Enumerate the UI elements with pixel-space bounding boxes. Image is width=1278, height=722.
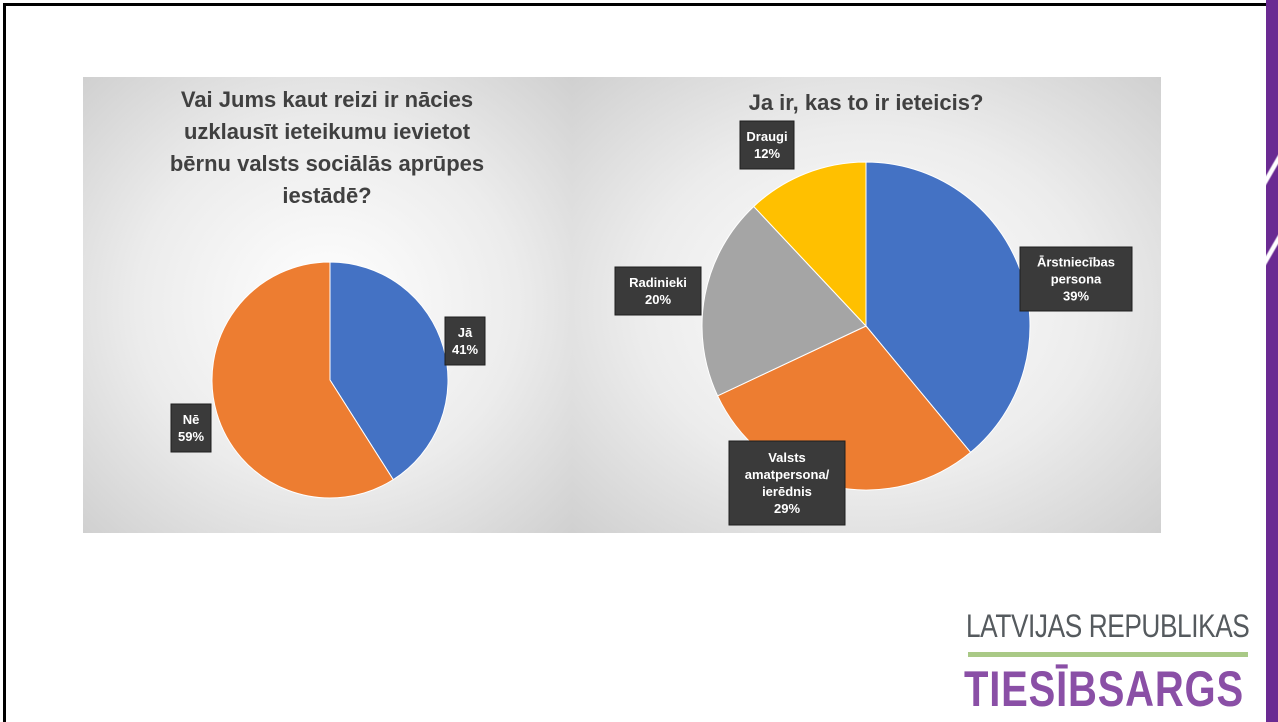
data-label-value: 59% (178, 429, 204, 444)
chart-title-line: iestādē? (282, 183, 371, 208)
logo-text-republic: LATVIJAS REPUBLIKAS (966, 608, 1250, 644)
data-label-ne: Nē 59% (170, 403, 212, 453)
band-stripe (1266, 150, 1278, 190)
decorative-side-band (1266, 0, 1278, 722)
pie-chart-who-suggested: Ja ir, kas to ir ieteicis? Ārstniecības pe… (614, 90, 1133, 526)
band-stripe (1266, 230, 1278, 270)
data-label-text: Nē (183, 412, 200, 427)
data-label-box (614, 266, 702, 316)
data-label-arstniecibas-persona: Ārstniecības persona 39% (1019, 246, 1133, 312)
chart-panel-who-suggested: Ja ir, kas to ir ieteicis? Ārstniecības pe… (572, 77, 1161, 533)
data-label-value: 41% (452, 342, 478, 357)
data-label-text: Valsts (768, 450, 806, 465)
data-label-text: Radinieki (629, 275, 687, 290)
data-label-box (1019, 246, 1133, 312)
data-label-box (170, 403, 212, 453)
data-label-text: Jā (458, 325, 473, 340)
pie-slice-ne (211, 261, 394, 499)
data-label-value: 39% (1063, 289, 1089, 304)
chart-panel-suggestion-heard: Vai Jums kaut reizi ir nācies uzklausīt i… (83, 77, 572, 533)
data-label-ja: Jā 41% (444, 316, 486, 366)
data-label-box (739, 120, 795, 170)
data-label-text: amatpersona/ (745, 467, 830, 482)
chart-title-line: bērnu valsts sociālās aprūpes (170, 151, 484, 176)
pie-slice-radinieki (701, 205, 867, 397)
data-label-value: 20% (645, 292, 671, 307)
data-label-box (444, 316, 486, 366)
data-label-value: 12% (754, 146, 780, 161)
data-label-text: persona (1051, 272, 1102, 287)
data-label-box (728, 440, 846, 526)
data-label-text: Ārstniecības (1037, 255, 1115, 270)
data-label-valsts-amatpersona-ierednis: Valsts amatpersona/ierēdnis 29% (728, 440, 846, 526)
chart-title-line: Ja ir, kas to ir ieteicis? (749, 90, 984, 115)
pie-slice-draugi (753, 161, 867, 328)
pie-chart-suggestion-heard: Vai Jums kaut reizi ir nācies uzklausīt i… (170, 87, 486, 499)
slide-frame (3, 3, 1268, 722)
data-label-draugi: Draugi 12% (739, 120, 795, 170)
logo-text-ombudsman: TIESĪBSARGS (964, 661, 1244, 717)
data-label-text: Draugi (746, 129, 787, 144)
data-label-value: 29% (774, 501, 800, 516)
data-label-text: ierēdnis (762, 484, 812, 499)
logo-divider (968, 652, 1248, 657)
pie-slice-ja (329, 261, 449, 481)
chart-title-line: uzklausīt ieteikumu ievietot (184, 119, 471, 144)
chart-title-line: Vai Jums kaut reizi ir nācies (181, 87, 473, 112)
data-label-radinieki: Radinieki 20% (614, 266, 702, 316)
